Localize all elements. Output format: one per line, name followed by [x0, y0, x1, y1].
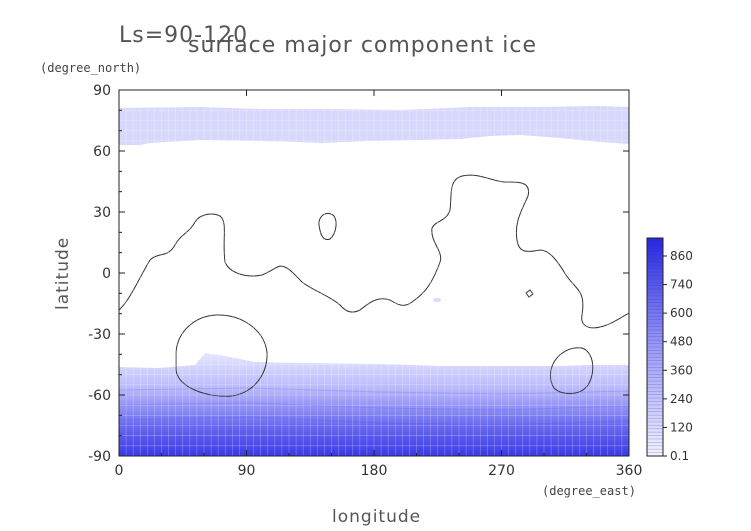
- chart-title: surface major component ice: [188, 33, 537, 58]
- small-ice-patch: [433, 298, 441, 302]
- colorbar-tick-label: 240: [670, 392, 693, 406]
- y-tick-label: 60: [93, 144, 111, 160]
- x-tick-label: 0: [115, 463, 124, 479]
- colorbar-fill: [647, 238, 663, 456]
- x-axis: 0 90 180 270 360: [115, 90, 643, 479]
- south-cap-fill: [119, 353, 629, 456]
- y-axis: 90 60 30 0 -30 -60 -90: [88, 83, 629, 465]
- colorbar-levels: [647, 241, 663, 453]
- plot-grid: [119, 90, 629, 456]
- colorbar-ticks: 860 740 600 480 360 240 120 0.1: [663, 249, 693, 463]
- y-axis-unit: (degree_north): [40, 61, 141, 75]
- x-tick-label: 90: [238, 463, 256, 479]
- topography-contours: [119, 174, 629, 397]
- south-cap-bands: [119, 387, 629, 451]
- x-tick-label: 270: [488, 463, 515, 479]
- y-axis-label: latitude: [53, 237, 73, 310]
- y-tick-label: 0: [102, 266, 111, 282]
- dichotomy-contour: [119, 174, 629, 329]
- x-tick-label: 180: [361, 463, 388, 479]
- colorbar-frame: [646, 237, 664, 457]
- x-axis-unit: (degree_east): [542, 484, 636, 498]
- x-axis-label: longitude: [332, 507, 421, 527]
- plot-area: [119, 90, 629, 456]
- colorbar: 860 740 600 480 360 240 120 0.1: [646, 237, 693, 463]
- colorbar-tick-label: 860: [670, 249, 693, 263]
- north-cap-fill: [119, 106, 629, 145]
- hellas-contour: [175, 314, 268, 397]
- season-label: Ls=90-120: [119, 23, 248, 48]
- small-contour-east: [525, 289, 534, 298]
- colorbar-tick-label: 480: [670, 335, 693, 349]
- colorbar-tick-label: 120: [670, 420, 693, 434]
- colorbar-tick-label: 360: [670, 363, 693, 377]
- colorbar-tick-label: 740: [670, 278, 693, 292]
- x-tick-label: 360: [616, 463, 643, 479]
- y-tick-label: -60: [88, 388, 111, 404]
- colorbar-tick-label: 0.1: [670, 449, 689, 463]
- argyre-contour: [549, 347, 594, 395]
- small-contour-north: [318, 212, 337, 241]
- y-tick-label: 30: [93, 205, 111, 221]
- y-tick-label: -30: [88, 327, 111, 343]
- y-tick-label: 90: [93, 83, 111, 99]
- y-tick-label: -90: [88, 449, 111, 465]
- colorbar-tick-label: 600: [670, 306, 693, 320]
